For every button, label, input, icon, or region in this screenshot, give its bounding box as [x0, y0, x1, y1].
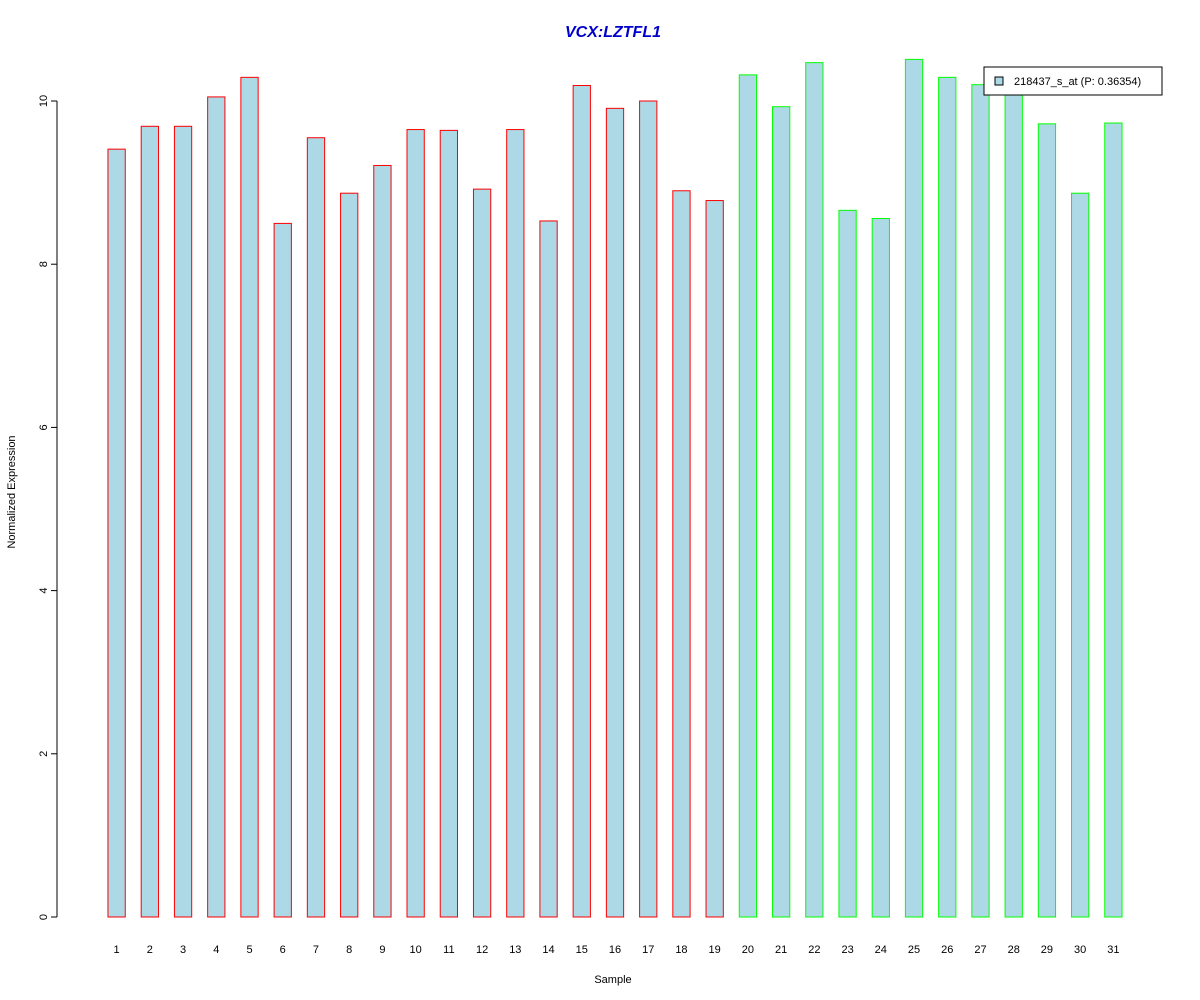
x-tick-label: 11 [443, 944, 454, 956]
y-tick-label: 4 [38, 588, 50, 594]
x-tick-label: 1 [114, 944, 120, 956]
x-tick-label: 30 [1074, 944, 1086, 956]
y-tick-label: 8 [38, 261, 50, 267]
x-tick-label: 19 [709, 944, 721, 956]
bar-sample-15 [572, 84, 591, 918]
bar-sample-27 [971, 84, 990, 918]
bar-sample-5 [240, 76, 259, 918]
y-tick-label: 2 [38, 751, 50, 757]
x-tick-label: 10 [410, 944, 422, 956]
bar-sample-21 [771, 106, 791, 918]
bar-sample-18 [672, 190, 691, 918]
bar-sample-19 [705, 200, 724, 918]
legend-label: 218437_s_at (P: 0.36354) [1014, 76, 1141, 88]
x-tick-label: 9 [379, 944, 385, 956]
bar-sample-28 [1004, 89, 1023, 918]
bar-sample-16 [605, 107, 625, 918]
bar-sample-13 [506, 129, 525, 918]
bar-sample-25 [904, 58, 924, 918]
x-tick-label: 23 [841, 944, 853, 956]
x-tick-label: 24 [875, 944, 887, 956]
y-axis: 0 2 4 6 8 10 [38, 95, 58, 920]
bar-sample-30 [1071, 192, 1090, 918]
bar-sample-9 [373, 164, 392, 918]
legend-swatch [994, 76, 1004, 86]
bar-sample-29 [1037, 123, 1057, 918]
bar-sample-1 [107, 148, 126, 918]
x-axis-label: Sample [594, 974, 631, 986]
x-tick-label: 31 [1107, 944, 1119, 956]
x-tick-label: 7 [313, 944, 319, 956]
bar-sample-23 [838, 209, 857, 918]
legend: 218437_s_at (P: 0.36354) [983, 66, 1163, 96]
x-tick-label: 13 [509, 944, 521, 956]
x-tick-label: 8 [346, 944, 352, 956]
bar-sample-17 [639, 100, 658, 918]
x-tick-label: 4 [213, 944, 219, 956]
bar-sample-8 [340, 192, 359, 918]
x-tick-label: 5 [246, 944, 252, 956]
bar-sample-12 [472, 188, 492, 918]
bar-sample-2 [140, 125, 159, 918]
y-tick-label: 10 [38, 95, 50, 107]
x-tick-label: 25 [908, 944, 920, 956]
bar-sample-31 [1104, 122, 1123, 918]
x-tick-label: 2 [147, 944, 153, 956]
x-tick-label: 18 [675, 944, 687, 956]
x-tick-label: 27 [974, 944, 986, 956]
y-tick-label: 0 [38, 914, 50, 920]
x-tick-labels: 1 2 3 4 5 6 7 8 9 10 11 12 13 14 15 16 17 18 19 20 21 22 23 24 2… [114, 944, 1120, 956]
bar-sample-20 [738, 74, 758, 918]
bar-sample-24 [871, 218, 890, 918]
x-tick-label: 16 [609, 944, 621, 956]
bar-sample-22 [805, 62, 824, 918]
bar-sample-10 [406, 129, 425, 918]
x-tick-label: 29 [1041, 944, 1053, 956]
y-tick-label: 6 [38, 424, 50, 430]
bar-sample-6 [273, 222, 292, 918]
x-tick-label: 21 [775, 944, 787, 956]
bars-group [107, 58, 1123, 918]
x-tick-label: 26 [941, 944, 953, 956]
x-tick-label: 22 [808, 944, 820, 956]
x-tick-label: 20 [742, 944, 754, 956]
chart-title: VCX:LZTFL1 [565, 24, 661, 41]
bar-sample-7 [306, 137, 326, 918]
x-tick-label: 17 [642, 944, 654, 956]
bar-sample-11 [439, 129, 459, 918]
x-tick-label: 6 [280, 944, 286, 956]
bar-sample-26 [938, 76, 957, 918]
bar-sample-3 [173, 125, 193, 918]
x-tick-label: 12 [476, 944, 488, 956]
legend-box [983, 66, 1163, 96]
y-axis-label: Normalized Expression [6, 435, 18, 548]
x-tick-label: 28 [1008, 944, 1020, 956]
x-tick-label: 15 [576, 944, 588, 956]
x-tick-label: 3 [180, 944, 186, 956]
bar-sample-14 [539, 220, 558, 918]
bar-sample-4 [207, 96, 226, 918]
x-tick-label: 14 [542, 944, 554, 956]
